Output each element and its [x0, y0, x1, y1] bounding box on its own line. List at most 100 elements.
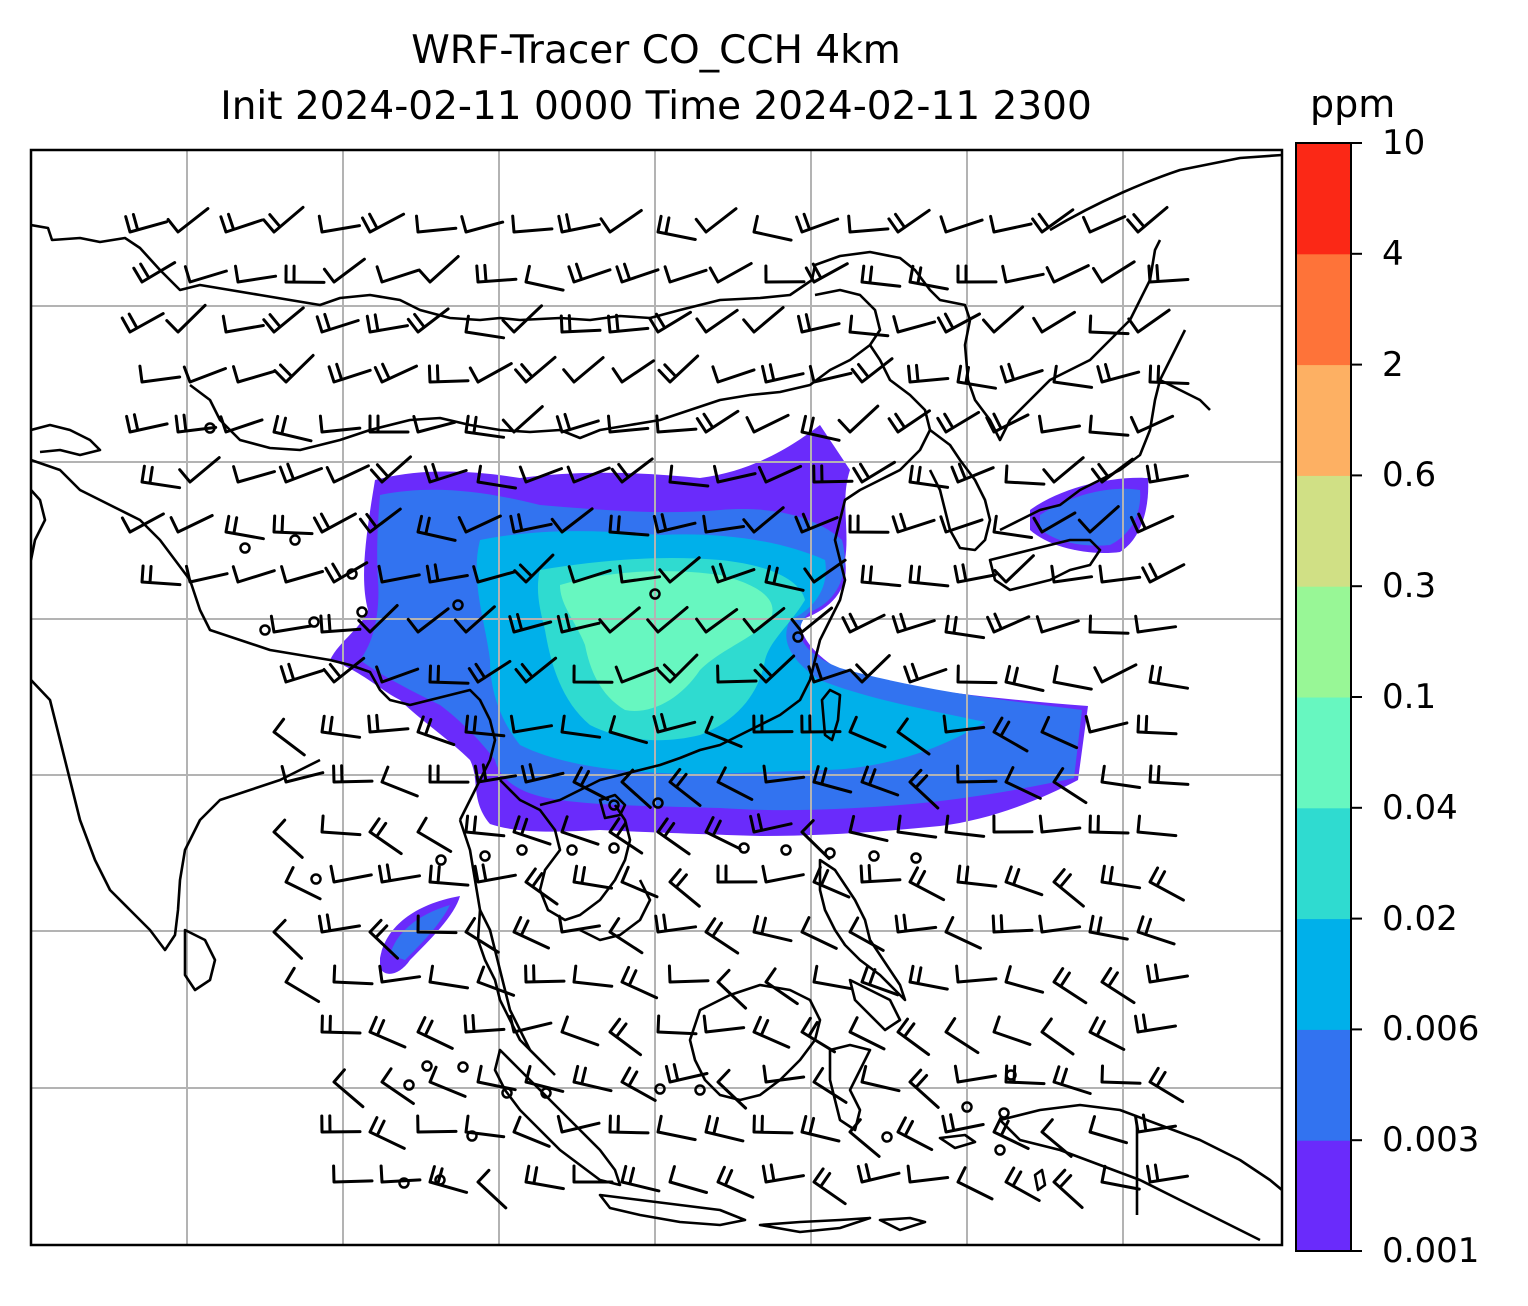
- wind-barb: [322, 656, 366, 684]
- wind-barb: [232, 465, 276, 484]
- colorbar-tick-label: 0.006: [1382, 1009, 1480, 1050]
- wind-barb: [464, 814, 506, 838]
- wind-barb: [416, 514, 457, 542]
- wind-barb: [848, 1118, 881, 1158]
- wind-barb: [178, 456, 221, 484]
- wind-barb: [668, 767, 702, 807]
- colorbar-band: [1296, 253, 1351, 366]
- wind-barb: [572, 964, 614, 988]
- wind-barb: [560, 714, 602, 739]
- wind-barb: [1077, 505, 1120, 534]
- wind-barb: [956, 864, 998, 888]
- wind-barb: [942, 714, 986, 734]
- wind-barb: [1134, 614, 1178, 634]
- wind-barb: [849, 654, 891, 684]
- wind-barb: [850, 357, 894, 384]
- wind-barb: [668, 868, 701, 908]
- wind-barb: [848, 314, 890, 338]
- wind-barb: [467, 659, 512, 684]
- wind-barb: [654, 913, 698, 934]
- wind-barb: [762, 764, 806, 784]
- wind-barb: [1082, 215, 1127, 234]
- wind-barb: [856, 1163, 901, 1184]
- wind-barb: [887, 409, 931, 434]
- wind-barb: [320, 814, 362, 837]
- wind-barb: [1148, 866, 1185, 902]
- calm-marker: [654, 1083, 666, 1095]
- wind-barb: [1032, 310, 1076, 334]
- wind-barb: [368, 918, 399, 960]
- wind-barb: [795, 212, 840, 234]
- calm-marker: [738, 842, 750, 854]
- wind-barb: [1038, 914, 1082, 934]
- wind-barb: [1052, 664, 1093, 691]
- wind-barb: [1100, 1164, 1141, 1191]
- wind-barb: [608, 715, 648, 745]
- wind-barb: [1098, 564, 1142, 584]
- wind-barb: [174, 413, 218, 434]
- wind-barb: [1148, 1066, 1185, 1104]
- wind-barb: [319, 613, 362, 634]
- wind-barb: [752, 1114, 794, 1135]
- wind-barb: [752, 714, 794, 734]
- wind-barb: [704, 1114, 745, 1143]
- wind-barb: [473, 763, 517, 784]
- wind-barb: [416, 1114, 458, 1134]
- calm-marker: [540, 1087, 552, 1099]
- colorbar-tick-label: 0.02: [1382, 898, 1458, 939]
- calm-marker: [479, 850, 491, 862]
- wind-barb: [219, 212, 264, 234]
- wind-barb: [423, 462, 468, 484]
- wind-barb: [764, 967, 799, 1006]
- wind-barb: [848, 916, 885, 952]
- calm-marker: [457, 1061, 469, 1073]
- wind-barb: [1090, 457, 1134, 484]
- wind-barb: [1052, 1168, 1084, 1209]
- calm-marker: [780, 844, 792, 856]
- wind-barb: [317, 913, 361, 934]
- wind-barb: [611, 359, 656, 384]
- wind-barb: [559, 314, 602, 334]
- calm-marker: [608, 842, 620, 854]
- wind-barb: [468, 362, 513, 384]
- colorbar-band: [1296, 143, 1351, 255]
- calm-marker: [501, 1087, 513, 1099]
- wind-barb: [368, 1116, 406, 1150]
- wind-barb: [745, 413, 790, 434]
- wind-barb: [332, 1164, 374, 1184]
- wind-barb: [894, 913, 938, 934]
- calm-marker: [649, 588, 661, 600]
- wind-barb: [327, 362, 372, 384]
- wind-barb: [166, 207, 210, 234]
- wind-barb: [1004, 865, 1044, 897]
- wind-barb: [375, 665, 420, 684]
- wind-barb: [572, 1164, 614, 1184]
- wind-barb: [562, 356, 605, 384]
- wind-barb: [138, 364, 182, 384]
- wind-barb: [1050, 564, 1094, 584]
- wind-barb: [955, 964, 998, 984]
- wind-barb: [318, 414, 362, 434]
- wind-barb: [908, 564, 950, 588]
- wind-barb: [908, 464, 950, 489]
- wind-barb: [896, 814, 938, 839]
- wind-barb: [711, 562, 756, 584]
- wind-barb: [224, 514, 265, 541]
- wind-barb: [357, 604, 399, 634]
- wind-barb: [368, 1015, 407, 1049]
- wind-barb: [509, 714, 553, 734]
- colorbar-tick-label: 0.04: [1382, 787, 1458, 828]
- wind-barb: [656, 1014, 698, 1036]
- wind-barb: [808, 364, 853, 384]
- wind-barb: [982, 305, 1025, 334]
- calm-marker: [910, 852, 922, 864]
- wind-barb: [557, 914, 601, 934]
- calm-marker: [310, 873, 322, 885]
- wind-barb: [232, 365, 276, 384]
- wind-barb: [1088, 1016, 1126, 1051]
- wind-barb: [615, 262, 660, 284]
- wind-barb: [513, 553, 555, 584]
- wind-barb: [891, 512, 936, 534]
- wind-barb: [848, 814, 889, 843]
